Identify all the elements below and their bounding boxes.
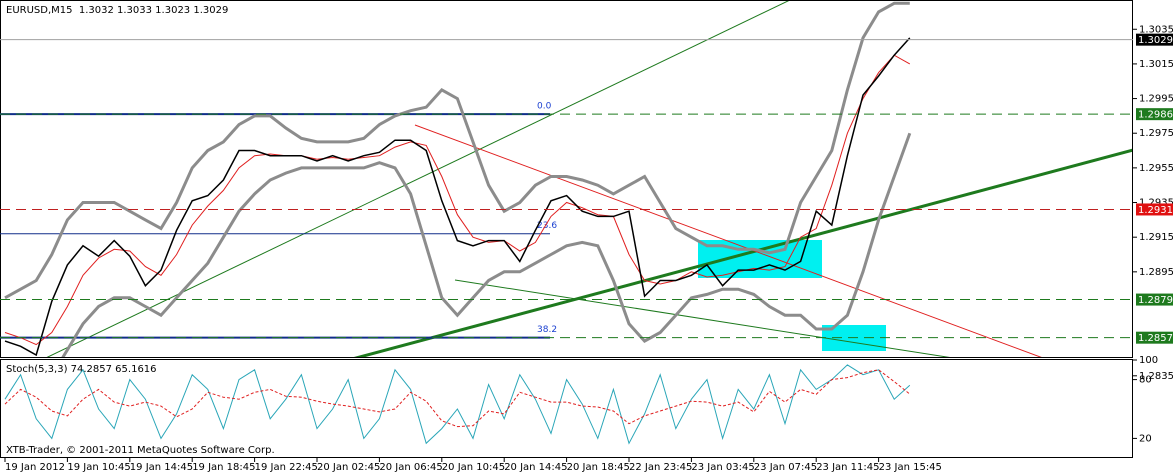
x-tick-label: 23 Jan 11:45 bbox=[816, 462, 879, 473]
x-tick-label: 20 Jan 06:45 bbox=[379, 462, 442, 473]
y-tick-label: 1.2955 bbox=[1139, 163, 1173, 174]
x-tick-label: 20 Jan 18:45 bbox=[567, 462, 630, 473]
main-panel bbox=[0, 0, 1133, 358]
series-line bbox=[4, 1, 910, 300]
level-label: 1.2931 bbox=[1138, 205, 1173, 216]
level-tag bbox=[1136, 33, 1173, 46]
series-line bbox=[4, 37, 911, 357]
y-tick-label: 1.3015 bbox=[1139, 59, 1173, 70]
series-line bbox=[4, 364, 911, 445]
trend-line bbox=[414, 124, 1042, 357]
fib-label: 38.2 bbox=[537, 325, 557, 335]
chart-title: EURUSD,M15 1.3032 1.3033 1.3023 1.3029 bbox=[6, 5, 228, 16]
x-tick-label: 22 Jan 23:45 bbox=[629, 462, 692, 473]
copyright: XTB-Trader, © 2001-2011 MetaQuotes Softw… bbox=[6, 445, 275, 456]
indicator-title: Stoch(5,3,3) 74.2857 65.1616 bbox=[6, 364, 157, 375]
y-tick-label: 20 bbox=[1139, 433, 1152, 444]
y-tick-label: 1.2995 bbox=[1139, 94, 1173, 105]
level-tag bbox=[1136, 108, 1173, 121]
series-line bbox=[61, 132, 912, 357]
level-label: 1.2879 bbox=[1138, 295, 1173, 306]
y-tick-label: 1.2895 bbox=[1139, 267, 1173, 278]
y-tick-label: 100 bbox=[1139, 355, 1158, 366]
x-tick-label: 19 Jan 22:45 bbox=[255, 462, 318, 473]
trend-line bbox=[46, 1, 790, 357]
y-tick-label: 1.2915 bbox=[1139, 232, 1173, 243]
series-line bbox=[4, 369, 911, 428]
plot bbox=[4, 364, 911, 445]
x-tick-label: 23 Jan 07:45 bbox=[754, 462, 817, 473]
level-tag bbox=[1136, 293, 1173, 306]
y-tick-label: 1.2835 bbox=[1139, 371, 1173, 382]
x-tick-label: 20 Jan 14:45 bbox=[504, 462, 567, 473]
x-tick-label: 20 Jan 10:45 bbox=[442, 462, 505, 473]
x-tick-label: 20 Jan 02:45 bbox=[317, 462, 380, 473]
level-label: 1.2986 bbox=[1138, 110, 1173, 121]
x-tick-label: 19 Jan 18:45 bbox=[192, 462, 255, 473]
level-tag bbox=[1136, 331, 1173, 344]
y-tick-label: 1.2935 bbox=[1139, 198, 1173, 209]
x-tick-label: 19 Jan 14:45 bbox=[130, 462, 193, 473]
y-tick-label: 80 bbox=[1139, 375, 1152, 386]
x-tick-label: 23 Jan 03:45 bbox=[691, 462, 754, 473]
x-tick-label: 19 Jan 2012 bbox=[5, 462, 65, 473]
stoch-panel bbox=[0, 359, 1133, 458]
y-tick-label: 1.2975 bbox=[1139, 128, 1173, 139]
fib-label: 23.6 bbox=[537, 221, 557, 231]
level-label: 1.3029 bbox=[1138, 35, 1173, 46]
fib-label: 0.0 bbox=[537, 102, 552, 112]
level-tag bbox=[1136, 203, 1173, 216]
y-tick-label: 1.3035 bbox=[1139, 24, 1173, 35]
trend-line bbox=[454, 279, 950, 357]
plot bbox=[4, 1, 912, 357]
x-tick-label: 23 Jan 15:45 bbox=[879, 462, 942, 473]
level-label: 1.2857 bbox=[1138, 333, 1173, 344]
x-tick-label: 19 Jan 10:45 bbox=[67, 462, 130, 473]
trend-line bbox=[353, 148, 1132, 357]
